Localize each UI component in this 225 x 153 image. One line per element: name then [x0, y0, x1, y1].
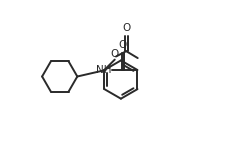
- Text: O: O: [119, 40, 127, 50]
- Text: O: O: [122, 22, 130, 33]
- Text: NH: NH: [96, 65, 111, 75]
- Text: O: O: [111, 49, 119, 59]
